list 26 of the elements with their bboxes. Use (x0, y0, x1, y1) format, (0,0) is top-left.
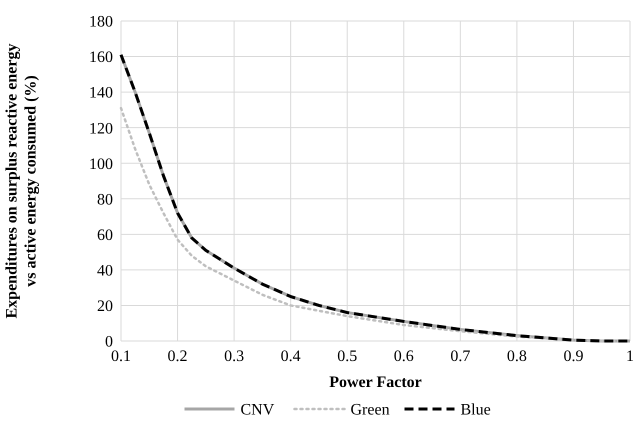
x-tick-label: 0.8 (506, 348, 527, 365)
x-tick-label: 0.9 (563, 348, 584, 365)
legend-label: Blue (460, 402, 491, 419)
y-tick-label: 180 (89, 14, 113, 31)
y-tick-label: 60 (97, 226, 113, 244)
y-tick-label: 120 (89, 120, 113, 138)
y-tick-label: 80 (97, 191, 113, 208)
y-tick-label: 20 (97, 298, 113, 316)
y-tick-label: 0 (105, 334, 113, 351)
y-axis-title: Expenditures on surplus reactive energy vs active energy consumed (%) (3, 44, 40, 318)
x-axis-title: Power Factor (329, 374, 422, 391)
x-tick-label: 0.4 (280, 348, 301, 365)
x-tick-label: 0.3 (224, 348, 244, 365)
y-tick-label: 160 (89, 49, 113, 66)
legend-label: Green (350, 402, 390, 419)
x-tick-label: 0.7 (450, 348, 470, 365)
x-tick-label: 0.1 (111, 348, 131, 365)
y-tick-label: 140 (89, 84, 113, 102)
x-tick-label: 0.5 (337, 348, 358, 365)
legend-label: CNV (240, 402, 275, 419)
x-tick-label: 0.6 (394, 348, 414, 365)
line-series (120, 53, 632, 342)
x-tick-label: 0.2 (168, 348, 188, 365)
y-tick-label: 40 (97, 262, 113, 280)
y-tick-label: 100 (89, 156, 113, 173)
x-tick-label: 1 (626, 348, 634, 365)
